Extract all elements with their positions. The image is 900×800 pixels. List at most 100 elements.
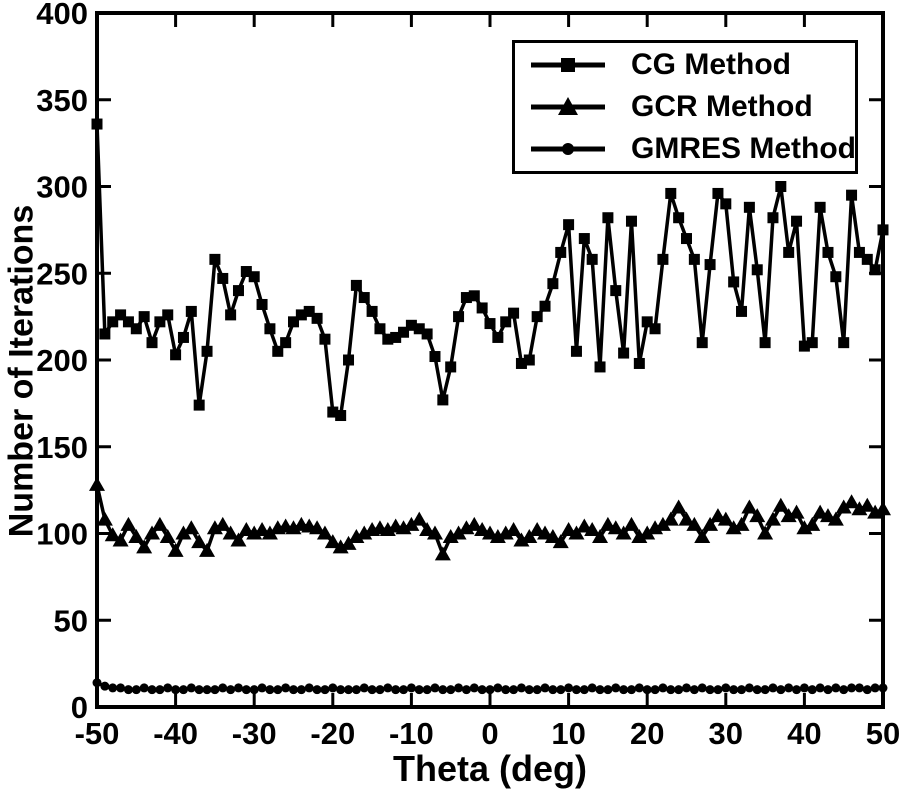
y-axis-ticks: 0 50 100 150 200 250 300 350 400 bbox=[36, 0, 883, 725]
circle-marker-icon bbox=[509, 685, 519, 695]
triangle-marker-icon bbox=[558, 97, 578, 115]
circle-marker-icon bbox=[469, 683, 479, 693]
circle-marker-icon bbox=[839, 685, 849, 695]
circle-marker-icon bbox=[658, 683, 668, 693]
square-marker-icon bbox=[736, 305, 748, 317]
circle-marker-icon bbox=[516, 683, 526, 693]
triangle-marker-icon bbox=[159, 528, 176, 543]
circle-marker-icon bbox=[375, 685, 385, 695]
circle-marker-icon bbox=[721, 683, 731, 693]
square-marker-icon bbox=[468, 290, 480, 302]
circle-marker-icon bbox=[666, 685, 676, 695]
square-marker-icon bbox=[366, 305, 378, 317]
legend-entry-gmres: GMRES Method bbox=[515, 128, 856, 170]
triangle-marker-icon bbox=[544, 528, 561, 543]
series-cg-method bbox=[91, 118, 889, 422]
triangle-marker-icon bbox=[411, 511, 428, 526]
square-marker-icon bbox=[177, 331, 189, 343]
y-tick-label: 250 bbox=[36, 256, 88, 291]
triangle-marker-icon bbox=[120, 516, 137, 531]
triangle-marker-icon bbox=[316, 525, 333, 540]
series-gmres-method bbox=[92, 678, 888, 695]
square-marker-icon bbox=[280, 337, 292, 349]
square-marker-icon bbox=[570, 345, 582, 357]
circle-marker-icon bbox=[226, 685, 236, 695]
square-marker-icon bbox=[445, 361, 457, 373]
y-tick-label: 400 bbox=[36, 0, 88, 31]
y-tick-label: 0 bbox=[71, 690, 88, 725]
square-marker-icon bbox=[743, 201, 755, 213]
circle-marker-icon bbox=[579, 685, 589, 695]
circle-marker-icon bbox=[438, 685, 448, 695]
triangle-marker-icon bbox=[654, 516, 671, 531]
square-marker-icon bbox=[130, 323, 142, 335]
circle-marker-icon bbox=[634, 683, 644, 693]
circle-marker-icon bbox=[131, 685, 141, 695]
circle-marker-icon bbox=[391, 685, 401, 695]
square-marker-icon bbox=[853, 246, 865, 258]
circle-marker-icon bbox=[619, 685, 629, 695]
square-marker-icon bbox=[822, 246, 834, 258]
triangle-marker-icon bbox=[151, 516, 168, 531]
square-marker-icon bbox=[421, 328, 433, 340]
circle-marker-icon bbox=[265, 685, 275, 695]
legend-label-cg: CG Method bbox=[631, 48, 791, 81]
circle-marker-icon bbox=[540, 683, 550, 693]
circle-marker-icon bbox=[792, 685, 802, 695]
circle-marker-icon bbox=[611, 683, 621, 693]
triangle-marker-icon bbox=[772, 497, 789, 512]
triangle-marker-icon bbox=[167, 542, 184, 557]
square-marker-icon bbox=[712, 187, 724, 199]
triangle-marker-icon bbox=[741, 499, 758, 514]
square-marker-icon bbox=[594, 361, 606, 373]
square-marker-icon bbox=[681, 233, 692, 245]
square-marker-icon bbox=[146, 337, 158, 349]
square-marker-icon bbox=[586, 253, 598, 265]
square-marker-icon bbox=[578, 233, 590, 245]
y-tick-label: 150 bbox=[36, 430, 88, 465]
circle-marker-icon bbox=[878, 683, 888, 693]
triangle-marker-icon bbox=[615, 525, 632, 540]
circle-marker-icon bbox=[650, 685, 660, 695]
triangle-marker-icon bbox=[607, 520, 624, 535]
square-marker-icon bbox=[185, 305, 197, 317]
legend-label-gcr: GCR Method bbox=[631, 90, 813, 123]
x-tick-label: -40 bbox=[153, 716, 198, 751]
circle-marker-icon bbox=[532, 685, 542, 695]
triangle-marker-icon bbox=[96, 511, 113, 526]
triangle-marker-icon bbox=[552, 534, 569, 549]
square-marker-icon bbox=[877, 224, 889, 236]
square-marker-icon bbox=[240, 266, 252, 278]
circle-marker-icon bbox=[626, 685, 636, 695]
circle-marker-icon bbox=[414, 685, 424, 695]
circle-marker-icon bbox=[548, 685, 558, 695]
square-marker-icon bbox=[232, 285, 244, 297]
circle-marker-icon bbox=[249, 685, 259, 695]
circle-marker-icon bbox=[147, 685, 157, 695]
triangle-marker-icon bbox=[859, 497, 876, 512]
square-marker-icon bbox=[563, 219, 575, 231]
y-axis-title: Number of Iterations bbox=[2, 204, 41, 538]
square-marker-icon bbox=[846, 189, 858, 201]
circle-marker-icon bbox=[799, 683, 809, 693]
square-marker-icon bbox=[248, 271, 260, 283]
triangle-marker-icon bbox=[757, 525, 774, 540]
circle-marker-icon bbox=[210, 685, 220, 695]
square-marker-icon bbox=[122, 316, 134, 328]
circle-marker-icon bbox=[202, 685, 212, 695]
circle-marker-icon bbox=[689, 685, 699, 695]
square-marker-icon bbox=[547, 278, 559, 290]
square-marker-icon bbox=[838, 337, 850, 349]
circle-marker-icon bbox=[862, 685, 872, 695]
circle-marker-icon bbox=[682, 683, 691, 693]
triangle-marker-icon bbox=[136, 539, 153, 554]
circle-marker-icon bbox=[194, 685, 204, 695]
square-marker-icon bbox=[115, 309, 127, 321]
x-tick-label: 20 bbox=[630, 716, 664, 751]
square-marker-icon bbox=[602, 212, 614, 224]
triangle-marker-icon bbox=[191, 534, 208, 549]
triangle-marker-icon bbox=[592, 528, 609, 543]
triangle-marker-icon bbox=[426, 525, 443, 540]
circle-marker-icon bbox=[642, 685, 652, 695]
